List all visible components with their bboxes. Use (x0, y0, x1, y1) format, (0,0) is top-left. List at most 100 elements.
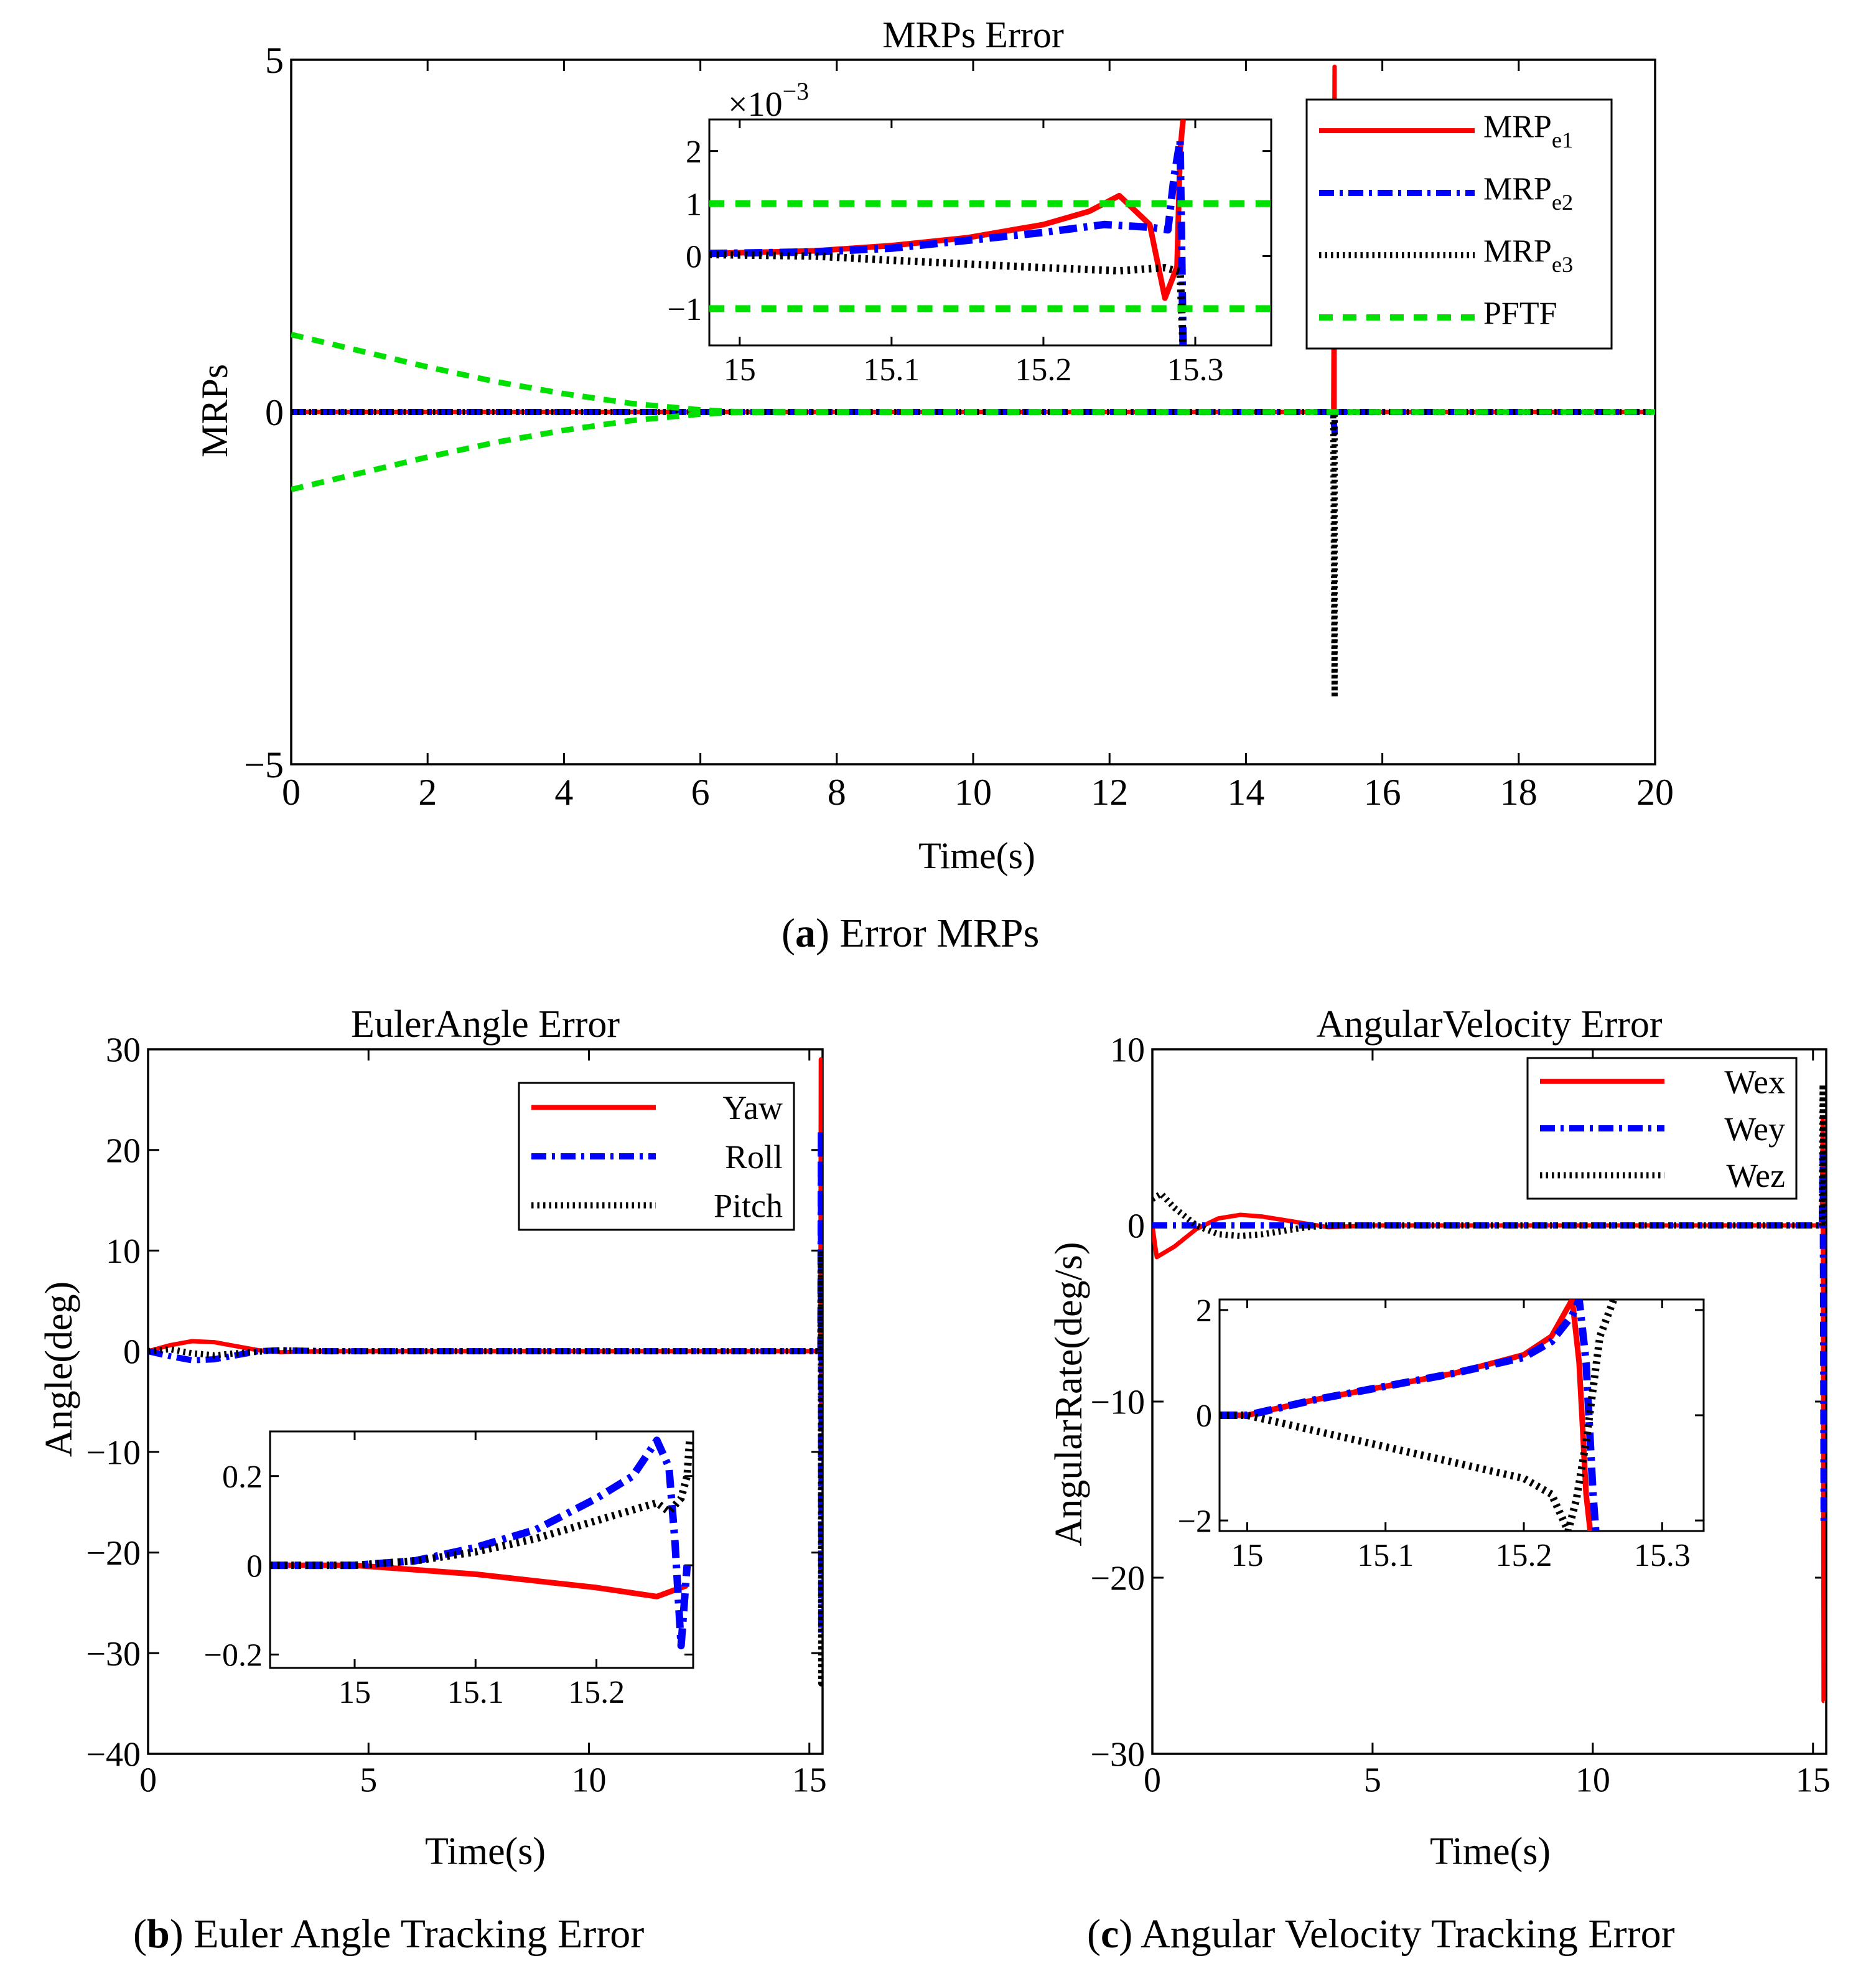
chart-c-xtick-label: 10 (1575, 1761, 1610, 1799)
chart-b-xtick-label: 10 (571, 1761, 606, 1799)
chart-c-ytick-label: −20 (1090, 1560, 1145, 1598)
chart-c-inset-ytick-label: 2 (1196, 1293, 1212, 1329)
chart-c-title: AngularVelocity Error (1316, 1003, 1662, 1046)
chart-c-xtick-label: 0 (1144, 1761, 1161, 1799)
chart-a-ytick-label: 0 (265, 392, 284, 433)
caption-c-letter: c (1100, 1911, 1119, 1957)
chart-b-inset-xtick-label: 15.2 (568, 1675, 625, 1710)
chart-a-legend-label-base: PFTF (1483, 296, 1557, 331)
chart-a-legend-label: MRPe2 (1483, 171, 1573, 215)
chart-a-xtick-label: 14 (1227, 772, 1264, 813)
chart-c-inset-xtick-label: 15.3 (1634, 1538, 1691, 1573)
chart-a-inset-scale-base: ×10 (728, 85, 783, 124)
chart-a-inset-ytick-label: 1 (686, 187, 702, 222)
chart-a-xtick-label: 16 (1364, 772, 1401, 813)
chart-c-inset-frame (1218, 1298, 1705, 1532)
chart-a-inset-xtick-label: 15.3 (1167, 352, 1223, 388)
chart-c-inset-xtick-label: 15 (1231, 1538, 1263, 1573)
chart-b-inset-ytick-label: 0 (246, 1548, 263, 1584)
caption-c-text: Angular Velocity Tracking Error (1132, 1911, 1675, 1957)
chart-a-inset-ytick-label: 0 (686, 240, 702, 275)
chart-a-xtick-label: 20 (1636, 772, 1674, 813)
chart-b-inset-xtick-label: 15 (338, 1675, 371, 1710)
chart-a-xtick-label: 0 (282, 772, 301, 813)
chart-b-inset-series-yaw (270, 1562, 688, 1599)
chart-b-ytick-label: −10 (86, 1433, 141, 1472)
chart-c-series-wey (1152, 1151, 1826, 1529)
chart-a-ytick-label: −5 (244, 744, 284, 785)
chart-c-ytick-label: 0 (1127, 1207, 1145, 1246)
chart-b-legend: Yaw Roll Pitch (518, 1082, 795, 1231)
chart-c-xtick-label: 5 (1364, 1761, 1381, 1799)
chart-c-inset-ytick-label: 0 (1196, 1398, 1212, 1434)
chart-a-xtick-label: 10 (954, 772, 992, 813)
chart-b-ytick-label: 10 (106, 1232, 141, 1271)
chart-b-inset-ytick-label: −0.2 (204, 1638, 263, 1674)
chart-b-legend-label: Roll (725, 1138, 783, 1176)
chart-c-legend: Wex Wey Wez (1526, 1057, 1798, 1200)
chart-b-inset-ytick-label: 0.2 (222, 1459, 263, 1495)
chart-a-inset-scale-exp: −3 (783, 77, 810, 105)
chart-a-inset-scale: ×10−3 (728, 77, 809, 124)
chart-c-series-wex (1152, 1117, 1826, 1703)
chart-c-inset: 15 15.1 15.2 15.3 −2 0 2 (1178, 1293, 1705, 1573)
chart-b: 0 5 10 15 −40 −30 −20 −10 0 10 20 30 EulerAngle Erro… (38, 1003, 827, 1873)
chart-b-ytick-label: −20 (86, 1534, 141, 1573)
chart-c-inset-series-wez (1220, 1299, 1618, 1531)
chart-a-inset-xtick-label: 15.1 (863, 352, 920, 388)
chart-a-inset: 15 15.1 15.2 15.3 −1 0 1 2 ×10−3 (668, 77, 1272, 388)
chart-b-ytick-label: −40 (86, 1736, 141, 1774)
chart-a-inset-ytick-label: −1 (668, 292, 702, 327)
caption-b: (b) Euler Angle Tracking Error (133, 1911, 645, 1957)
chart-c-inset-ytick-label: −2 (1178, 1504, 1212, 1539)
caption-b-letter: b (146, 1911, 170, 1957)
chart-b-xtick-label: 15 (792, 1761, 827, 1799)
chart-b-legend-label: Yaw (722, 1089, 783, 1126)
chart-b-xlabel: Time(s) (425, 1830, 546, 1873)
chart-c-legend-label: Wez (1726, 1157, 1785, 1194)
chart-a-xtick-label: 8 (828, 772, 846, 813)
chart-a-xtick-label: 2 (418, 772, 437, 813)
chart-c-ytick-label: 10 (1110, 1031, 1145, 1070)
chart-b-inset-frame (269, 1430, 694, 1669)
caption-a-text: Error MRPs (829, 911, 1040, 956)
chart-a-legend-label: MRPe1 (1483, 109, 1573, 152)
chart-c-inset-xtick-label: 15.1 (1357, 1538, 1414, 1573)
chart-a-inset-ytick-label: 2 (686, 134, 702, 170)
caption-a-letter: a (795, 911, 816, 956)
chart-a-xtick-label: 4 (554, 772, 573, 813)
chart-b-inset-series-pitch (270, 1440, 693, 1570)
chart-a-legend-label: PFTF (1483, 296, 1557, 331)
chart-c-ytick-label: −10 (1090, 1384, 1145, 1422)
chart-a-legend-label: MRPe3 (1483, 233, 1573, 277)
chart-b-inset-series-roll (270, 1436, 691, 1650)
chart-b-xtick-label: 0 (139, 1761, 157, 1799)
chart-a-title: MRPs Error (882, 14, 1064, 55)
chart-b-xtick-label: 5 (360, 1761, 377, 1799)
chart-b-inset-xtick-label: 15.1 (447, 1675, 504, 1710)
chart-b-ytick-label: 20 (106, 1131, 141, 1170)
chart-c-inset-xtick-label: 15.2 (1496, 1538, 1552, 1573)
chart-b-ytick-label: 0 (123, 1333, 141, 1372)
chart-a-inset-xtick-label: 15 (724, 352, 756, 388)
chart-c-xlabel: Time(s) (1430, 1830, 1551, 1873)
chart-a-xtick-label: 6 (691, 772, 710, 813)
caption-a: (a) Error MRPs (782, 911, 1040, 956)
chart-a-inset-series-mrpe3 (709, 251, 1187, 345)
chart-b-ylabel: Angle(deg) (38, 1281, 80, 1457)
chart-c-xtick-label: 15 (1796, 1761, 1831, 1799)
chart-a-xlabel: Time(s) (918, 835, 1035, 876)
chart-c-ylabel: AngularRate(deg/s) (1048, 1242, 1090, 1547)
chart-a-legend: MRPe1 MRPe2 MRPe3 PFTF (1305, 98, 1613, 350)
chart-b-inset: 15 15.1 15.2 −0.2 0 0.2 (204, 1430, 694, 1710)
chart-a-inset-series-mrpe2 (709, 136, 1187, 345)
chart-a-series-pftf-upper (291, 332, 1655, 415)
chart-b-ytick-label: −30 (86, 1635, 141, 1674)
chart-b-title: EulerAngle Error (351, 1003, 620, 1046)
caption-b-text: Euler Angle Tracking Error (183, 1911, 645, 1957)
chart-b-legend-label: Pitch (714, 1187, 783, 1225)
chart-a-ylabel: MRPs (194, 364, 235, 457)
caption-c: (c) Angular Velocity Tracking Error (1087, 1911, 1675, 1957)
